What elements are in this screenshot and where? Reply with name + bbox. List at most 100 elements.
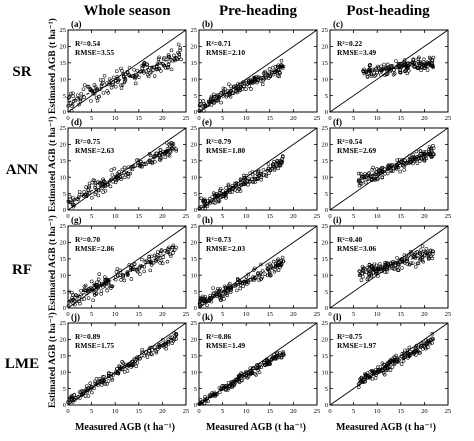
y-tick-label: 25 [191, 27, 198, 34]
data-point [71, 196, 75, 200]
data-point [86, 84, 91, 89]
data-point [168, 335, 173, 340]
y-tick-label: 20 [191, 142, 198, 149]
data-point [110, 378, 115, 382]
data-point [88, 88, 93, 92]
data-point [267, 67, 272, 71]
x-tick-label: 15 [398, 311, 405, 318]
data-point [99, 292, 103, 296]
data-point [161, 57, 166, 62]
data-point [258, 79, 263, 83]
data-point [360, 378, 365, 382]
x-axis-label-col-3: Measured AGB (t ha⁻¹) [335, 422, 437, 433]
regression-fit-line [362, 62, 434, 74]
data-point [105, 382, 109, 386]
data-point [95, 98, 100, 103]
data-point [69, 91, 73, 96]
data-point [366, 276, 371, 280]
x-tick-label: 15 [267, 115, 274, 122]
r2-label: R²=0.79 [206, 137, 231, 146]
data-point [73, 299, 77, 303]
data-point [211, 291, 216, 295]
rmse-label: RMSE=2.69 [337, 146, 376, 155]
data-point [114, 270, 119, 274]
rmse-label: RMSE=3.06 [337, 244, 376, 253]
y-tick-label: 15 [191, 256, 198, 263]
panel-frame [67, 29, 187, 113]
data-point [113, 180, 118, 185]
y-tick-label: 15 [60, 353, 67, 360]
data-point [425, 341, 429, 345]
x-tick-label: 10 [112, 311, 119, 318]
y-tick-label: 25 [191, 320, 198, 327]
data-point [121, 361, 125, 365]
data-point [282, 353, 286, 357]
data-point [152, 65, 157, 70]
rmse-label: RMSE=1.49 [206, 341, 245, 350]
data-point [429, 147, 433, 151]
regression-fit-line [358, 150, 435, 181]
data-point [415, 250, 419, 254]
data-point [365, 74, 370, 79]
x-axis-label-col-1: Measured AGB (t ha⁻¹) [74, 422, 176, 433]
panel-frame [329, 127, 449, 211]
data-point [103, 277, 108, 282]
data-point [78, 97, 83, 102]
data-point [423, 342, 427, 346]
data-point [109, 85, 114, 90]
data-point [383, 260, 387, 265]
data-point [386, 163, 391, 167]
x-tick-label: 5 [221, 213, 224, 220]
data-point [167, 154, 172, 158]
data-point [203, 295, 207, 299]
x-tick-label: 5 [90, 311, 93, 318]
data-point [155, 347, 160, 352]
data-point [87, 185, 91, 190]
x-tick-label: 15 [398, 408, 405, 415]
x-tick-label: 20 [290, 408, 297, 415]
y-tick-label: 25 [60, 320, 67, 327]
data-point [359, 171, 363, 176]
panel-label: (i) [333, 215, 342, 225]
data-point [152, 253, 157, 258]
regression-fit-line [198, 352, 285, 404]
x-tick-label: 10 [374, 311, 381, 318]
data-point [205, 204, 210, 208]
data-point [160, 261, 165, 266]
x-tick-label: 20 [290, 311, 297, 318]
data-point [277, 64, 282, 69]
data-point [247, 84, 251, 88]
data-point [369, 274, 374, 279]
data-point [217, 288, 221, 293]
data-point [148, 153, 153, 158]
data-point [280, 255, 285, 260]
y-tick-label: 15 [322, 353, 329, 360]
x-tick-label: 25 [314, 213, 321, 220]
regression-fit-line [67, 248, 177, 302]
one-to-one-line [198, 225, 318, 309]
data-point [421, 153, 426, 158]
y-tick-label: 15 [191, 353, 198, 360]
y-tick-label: 15 [322, 158, 329, 165]
data-point [227, 92, 232, 96]
data-point [178, 48, 182, 52]
data-point [213, 201, 217, 205]
data-point [86, 394, 91, 398]
data-point [396, 62, 401, 66]
data-point [407, 353, 412, 357]
column-title-pre-heading: Pre-heading [218, 3, 298, 19]
data-point [152, 155, 157, 159]
data-point [94, 291, 99, 295]
data-point [412, 252, 417, 257]
data-point [360, 175, 365, 179]
data-point [90, 180, 95, 185]
y-tick-label: 10 [191, 174, 198, 181]
data-point [208, 196, 212, 201]
data-point [172, 248, 177, 252]
data-point [361, 380, 365, 384]
data-point [109, 284, 113, 288]
y-tick-label: 10 [60, 76, 67, 83]
panel-frame [198, 127, 318, 211]
data-point [198, 99, 202, 103]
data-point [273, 64, 278, 69]
